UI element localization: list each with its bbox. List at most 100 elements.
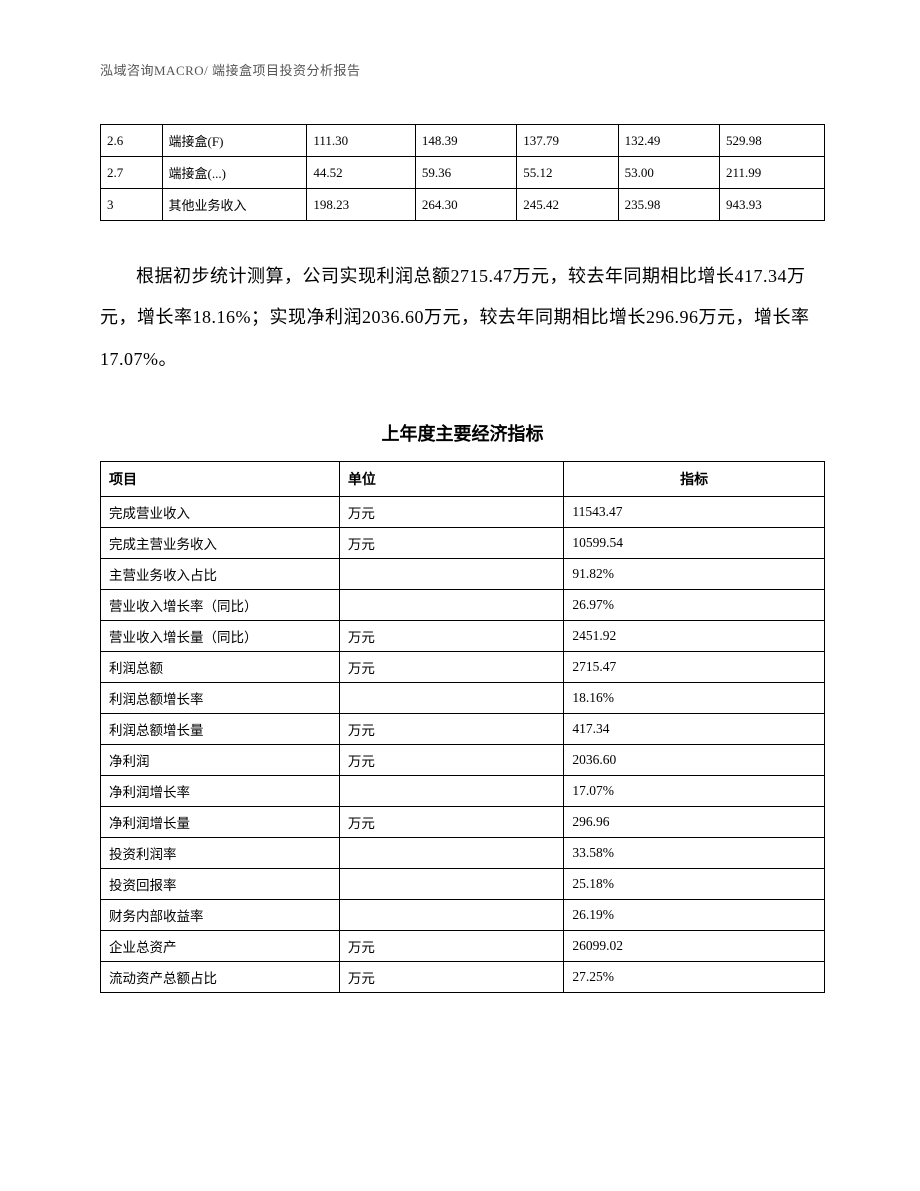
document-page: 泓域咨询MACRO/ 端接盒项目投资分析报告 2.6 端接盒(F) 111.30… [0,0,920,1053]
table-row: 企业总资产万元26099.02 [101,931,825,962]
cell [339,559,563,590]
cell [339,869,563,900]
summary-paragraph: 根据初步统计测算，公司实现利润总额2715.47万元，较去年同期相比增长417.… [100,256,825,380]
main-table-head: 项目 单位 指标 [101,462,825,497]
table-row: 营业收入增长率（同比） 26.97% [101,590,825,621]
table-row: 流动资产总额占比万元27.25% [101,962,825,993]
cell: 529.98 [720,125,825,157]
cell: 2.6 [101,125,163,157]
cell: 2.7 [101,157,163,189]
cell: 营业收入增长量（同比） [101,621,340,652]
cell: 万元 [339,714,563,745]
column-header: 指标 [564,462,825,497]
cell: 26.97% [564,590,825,621]
cell: 2715.47 [564,652,825,683]
page-header: 泓域咨询MACRO/ 端接盒项目投资分析报告 [100,60,825,79]
cell: 企业总资产 [101,931,340,962]
cell [339,590,563,621]
table-row: 利润总额万元2715.47 [101,652,825,683]
cell: 投资利润率 [101,838,340,869]
cell: 财务内部收益率 [101,900,340,931]
cell: 2451.92 [564,621,825,652]
cell: 端接盒(F) [162,125,307,157]
cell: 完成营业收入 [101,497,340,528]
cell: 296.96 [564,807,825,838]
cell: 净利润增长率 [101,776,340,807]
table-row: 投资回报率 25.18% [101,869,825,900]
cell: 万元 [339,497,563,528]
cell: 18.16% [564,683,825,714]
cell: 3 [101,189,163,221]
cell: 264.30 [415,189,516,221]
cell: 25.18% [564,869,825,900]
table-row: 净利润增长量万元296.96 [101,807,825,838]
cell: 137.79 [517,125,618,157]
cell: 万元 [339,745,563,776]
table-row: 完成主营业务收入万元10599.54 [101,528,825,559]
cell: 万元 [339,528,563,559]
cell: 利润总额增长率 [101,683,340,714]
cell: 148.39 [415,125,516,157]
table-row: 利润总额增长率 18.16% [101,683,825,714]
cell: 44.52 [307,157,416,189]
cell: 2036.60 [564,745,825,776]
cell: 万元 [339,807,563,838]
section-title: 上年度主要经济指标 [100,420,825,446]
cell: 利润总额增长量 [101,714,340,745]
cell: 17.07% [564,776,825,807]
top-revenue-table: 2.6 端接盒(F) 111.30 148.39 137.79 132.49 5… [100,124,825,221]
table-row: 2.6 端接盒(F) 111.30 148.39 137.79 132.49 5… [101,125,825,157]
cell: 万元 [339,962,563,993]
cell: 59.36 [415,157,516,189]
cell: 11543.47 [564,497,825,528]
cell: 万元 [339,931,563,962]
cell: 26.19% [564,900,825,931]
cell: 111.30 [307,125,416,157]
cell: 943.93 [720,189,825,221]
cell: 净利润 [101,745,340,776]
table-row: 净利润增长率 17.07% [101,776,825,807]
table-row: 财务内部收益率 26.19% [101,900,825,931]
cell [339,838,563,869]
cell: 417.34 [564,714,825,745]
cell: 10599.54 [564,528,825,559]
cell: 净利润增长量 [101,807,340,838]
cell: 完成主营业务收入 [101,528,340,559]
cell: 132.49 [618,125,719,157]
table-header-row: 项目 单位 指标 [101,462,825,497]
table-row: 完成营业收入万元11543.47 [101,497,825,528]
top-table-body: 2.6 端接盒(F) 111.30 148.39 137.79 132.49 5… [101,125,825,221]
cell [339,683,563,714]
cell: 投资回报率 [101,869,340,900]
table-row: 投资利润率 33.58% [101,838,825,869]
column-header: 单位 [339,462,563,497]
cell [339,776,563,807]
table-row: 利润总额增长量万元417.34 [101,714,825,745]
cell: 33.58% [564,838,825,869]
cell: 235.98 [618,189,719,221]
cell: 198.23 [307,189,416,221]
economic-indicators-table: 项目 单位 指标 完成营业收入万元11543.47完成主营业务收入万元10599… [100,461,825,993]
cell: 26099.02 [564,931,825,962]
cell: 55.12 [517,157,618,189]
cell: 53.00 [618,157,719,189]
cell [339,900,563,931]
cell: 主营业务收入占比 [101,559,340,590]
cell: 其他业务收入 [162,189,307,221]
main-table-body: 完成营业收入万元11543.47完成主营业务收入万元10599.54主营业务收入… [101,497,825,993]
cell: 27.25% [564,962,825,993]
cell: 万元 [339,621,563,652]
column-header: 项目 [101,462,340,497]
table-row: 2.7 端接盒(...) 44.52 59.36 55.12 53.00 211… [101,157,825,189]
cell: 流动资产总额占比 [101,962,340,993]
table-row: 主营业务收入占比91.82% [101,559,825,590]
cell: 营业收入增长率（同比） [101,590,340,621]
cell: 245.42 [517,189,618,221]
table-row: 3 其他业务收入 198.23 264.30 245.42 235.98 943… [101,189,825,221]
cell: 万元 [339,652,563,683]
table-row: 净利润万元2036.60 [101,745,825,776]
table-row: 营业收入增长量（同比）万元2451.92 [101,621,825,652]
cell: 利润总额 [101,652,340,683]
cell: 211.99 [720,157,825,189]
cell: 端接盒(...) [162,157,307,189]
